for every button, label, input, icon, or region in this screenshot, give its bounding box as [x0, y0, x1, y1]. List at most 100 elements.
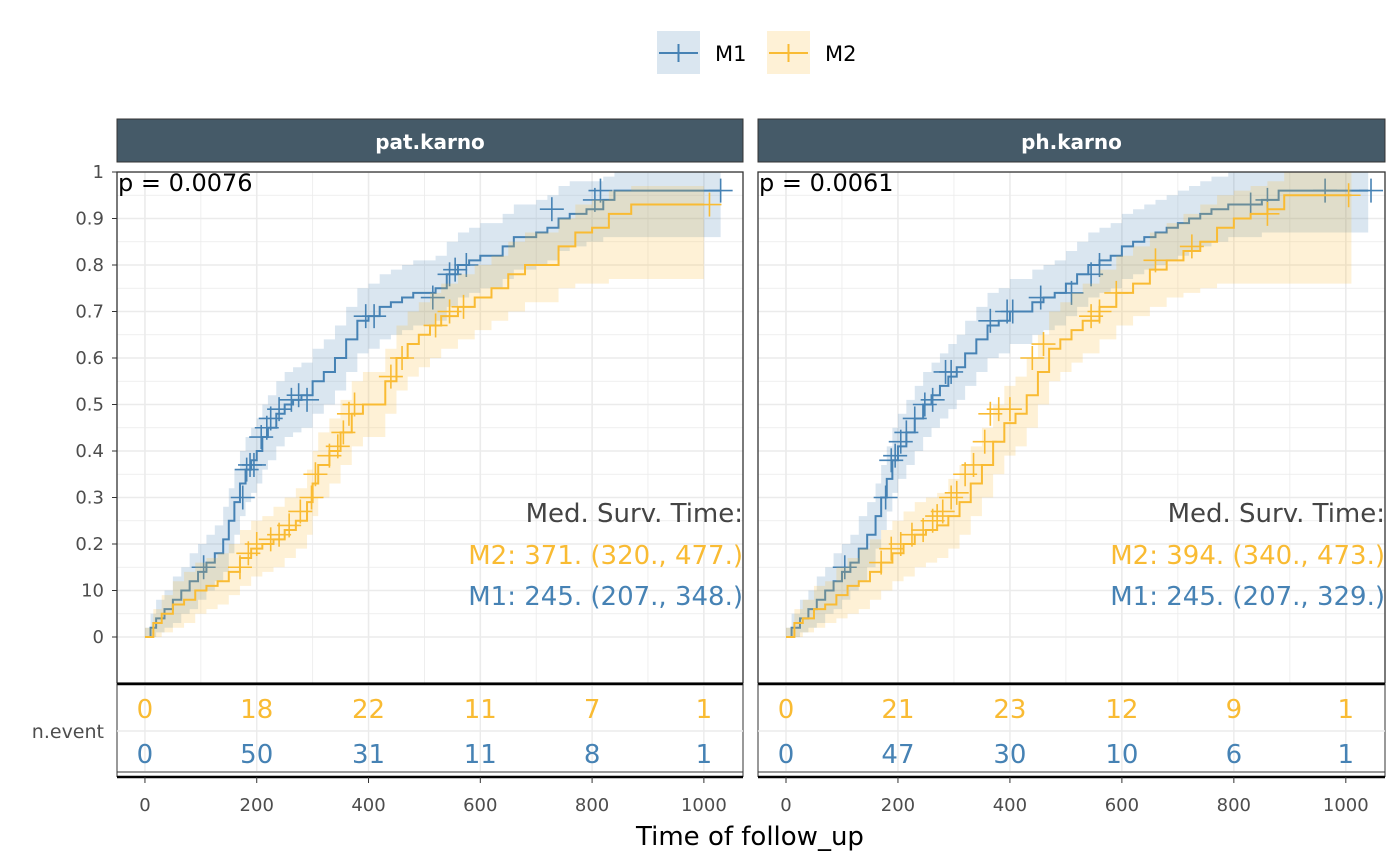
survival-curve-M1: [785, 189, 1369, 638]
risk-count-M2: 22: [352, 695, 385, 725]
y-tick-label: 0.9: [75, 209, 104, 230]
censor-mark: [920, 387, 945, 412]
censor-mark: [873, 485, 898, 510]
censor-mark: [1000, 299, 1025, 324]
x-axis: 0 200 400 600 800 1000: [139, 777, 727, 816]
censor-mark: [244, 532, 269, 556]
panel-strip: [757, 118, 1386, 163]
risk-count-M2: 9: [1226, 695, 1243, 725]
censor-mark: [883, 443, 908, 468]
risk-count-M2: 12: [1105, 695, 1138, 725]
censor-mark: [230, 485, 255, 510]
risk-count-M1: 0: [137, 740, 154, 770]
censor-mark: [1104, 280, 1129, 305]
median-M2: M2: 394. (340., 473.): [1110, 541, 1385, 571]
risk-count-M2: 11: [464, 695, 497, 725]
censor-mark: [390, 346, 415, 370]
plot-area: [785, 172, 1384, 638]
risk-count-M2: 0: [137, 695, 154, 725]
censor-mark: [1179, 234, 1204, 259]
panel-strip-title: ph.karno: [1021, 130, 1122, 154]
survival-curve-M2: [785, 194, 1352, 638]
risk-count-M1: 10: [1105, 740, 1138, 770]
censor-mark: [1255, 201, 1280, 226]
censor-mark: [879, 448, 904, 473]
median-M1: M1: 245. (207., 329.): [1110, 582, 1385, 612]
censor-mark: [454, 253, 479, 277]
panel-strip: [116, 118, 744, 163]
censor-mark: [277, 513, 302, 538]
censor-mark: [1359, 178, 1384, 203]
censor-mark: [331, 420, 356, 445]
series-M1: [785, 172, 1384, 638]
censor-mark: [1031, 332, 1056, 357]
censor-mark: [249, 425, 274, 450]
risk-table: 0 21 23 12 9 10 47 30 10 6 1: [757, 682, 1386, 779]
y-tick-label: 0.4: [75, 441, 104, 462]
censor-mark: [939, 485, 964, 510]
censor-mark: [299, 485, 324, 510]
censor-mark: [925, 504, 950, 529]
risk-count-M2: 1: [696, 695, 713, 725]
risk-count-M2: 18: [240, 695, 273, 725]
risk-count-M1: 1: [696, 740, 713, 770]
x-axis-label: Time of follow_up: [635, 822, 864, 852]
censor-mark: [267, 397, 292, 422]
p-value: p = 0.0061: [759, 169, 894, 197]
y-tick-label: 0.5: [75, 395, 104, 416]
y-axis: 0 10 0.2 0.3 0.4 0.5 0.6 0.7 0.8 0.9 1: [75, 162, 117, 648]
x-tick-label: 1000: [1323, 795, 1369, 816]
median-M1: M1: 245. (207., 348.): [468, 582, 743, 612]
x-tick-label: 0: [139, 795, 150, 816]
legend-item-M1: M1: [657, 31, 746, 74]
x-tick-label: 200: [240, 795, 274, 816]
risk-count-M1: 0: [778, 740, 795, 770]
risk-count-M2: 7: [584, 695, 601, 725]
x-tick-label: 400: [993, 795, 1027, 816]
risk-count-M2: 0: [778, 695, 795, 725]
censor-mark: [972, 429, 997, 454]
censor-mark: [939, 359, 964, 384]
median-title: Med. Surv. Time:: [526, 499, 743, 529]
censor-mark: [267, 522, 292, 547]
confidence-band-M2: [144, 185, 704, 637]
censor-mark: [423, 313, 448, 338]
risk-count-M1: 50: [240, 740, 273, 770]
censor-mark: [295, 387, 320, 412]
risk-count-M2: 1: [1338, 695, 1355, 725]
legend-label: M2: [825, 42, 856, 66]
plot-area: [144, 172, 733, 638]
series-M2: [785, 172, 1361, 638]
censor-mark: [997, 397, 1022, 422]
censor-mark: [920, 508, 945, 533]
censor-mark: [303, 462, 328, 487]
censor-mark: [362, 304, 387, 329]
censor-mark: [930, 499, 955, 524]
x-tick-label: 800: [1217, 795, 1251, 816]
censor-mark: [1238, 192, 1263, 217]
censor-mark: [1143, 248, 1168, 273]
risk-count-M2: 23: [993, 695, 1026, 725]
x-tick-label: 800: [575, 795, 609, 816]
risk-table: 0 18 22 11 7 1 0 50 31 11 8 1: [116, 682, 744, 779]
censor-mark: [911, 518, 936, 543]
y-tick-label: 0.2: [75, 534, 104, 555]
censor-mark: [539, 197, 564, 222]
censor-mark: [1087, 253, 1112, 277]
legend-label: M1: [715, 42, 746, 66]
y-tick-label: 0.7: [75, 302, 104, 323]
y-tick-label: 0.3: [75, 488, 104, 509]
y-tick-label: 0: [93, 627, 104, 648]
risk-count-M1: 31: [352, 740, 385, 770]
censor-mark: [697, 192, 722, 217]
risk-count-M1: 47: [881, 740, 914, 770]
panel-ph-karno: ph.karno p = 0.0061 Med. Surv. Time: M2: 39…: [757, 118, 1386, 816]
x-tick-label: 400: [351, 795, 385, 816]
censor-mark: [944, 480, 969, 505]
censor-mark: [1020, 346, 1045, 370]
censor-mark: [1028, 285, 1053, 310]
censor-mark: [1313, 178, 1338, 203]
censor-mark: [1059, 280, 1084, 305]
censor-mark: [325, 434, 350, 459]
